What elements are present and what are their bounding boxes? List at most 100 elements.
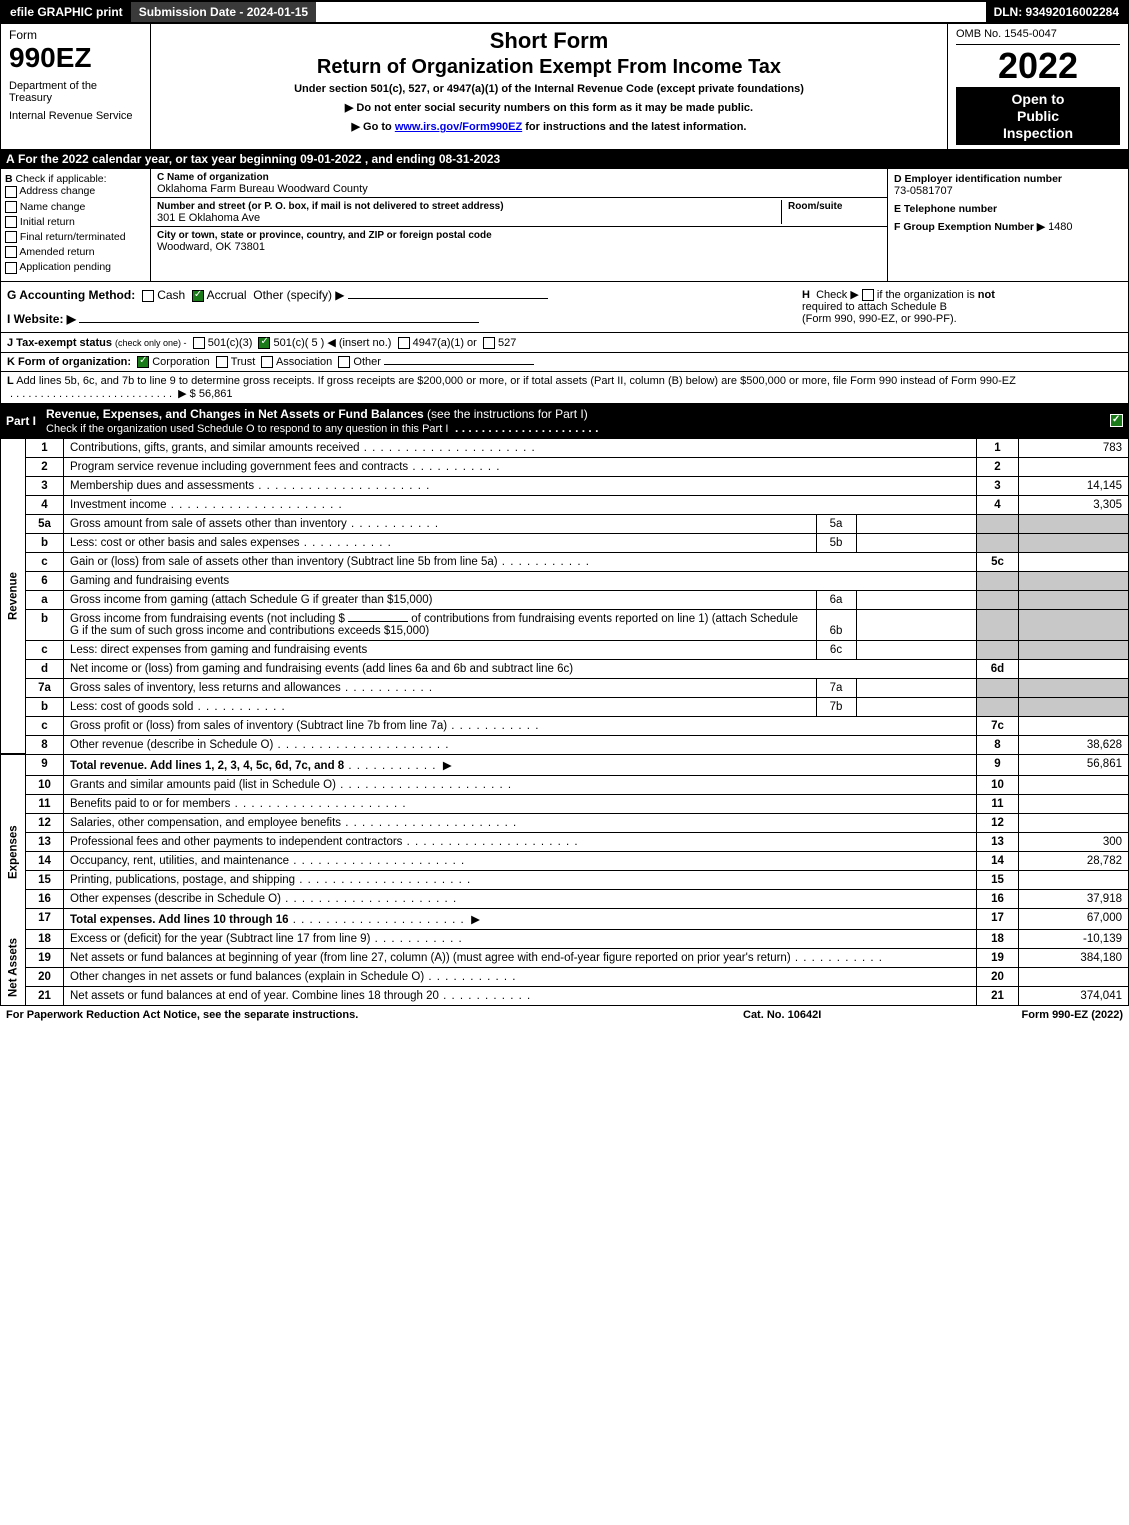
checkbox-icon[interactable] [216, 356, 228, 368]
header-center: Short Form Return of Organization Exempt… [151, 24, 948, 149]
col-b-label: B Check if applicable: [5, 173, 146, 185]
table-row: 8 Other revenue (describe in Schedule O)… [1, 735, 1129, 754]
sub-amt [856, 679, 976, 697]
line-ref: 18 [977, 929, 1019, 948]
line-amount: 783 [1019, 438, 1129, 457]
k-other: Other [353, 356, 381, 368]
spacer [316, 2, 985, 22]
desc-text: Benefits paid to or for members [70, 798, 230, 810]
line-num: 19 [26, 948, 64, 967]
dots [193, 701, 285, 713]
header-left: Form 990EZ Department of the Treasury In… [1, 24, 151, 149]
checkbox-icon[interactable] [483, 337, 495, 349]
table-row: Net Assets 18 Excess or (deficit) for th… [1, 929, 1129, 948]
instr2-prefix: ▶ Go to [352, 121, 395, 133]
part1-checkbox[interactable] [1110, 414, 1123, 427]
row-a-prefix: A [6, 152, 15, 166]
table-row: 6 Gaming and fundraising events [1, 571, 1129, 590]
line-amount: 38,628 [1019, 735, 1129, 754]
line-desc: Membership dues and assessments [64, 476, 977, 495]
line-num: 6 [26, 571, 64, 590]
line-ref: 10 [977, 775, 1019, 794]
revenue-section-label: Revenue [1, 438, 26, 754]
dots [408, 461, 500, 473]
chk-application-pending[interactable]: Application pending [5, 261, 146, 273]
chk-address-change[interactable]: Address change [5, 185, 146, 197]
checkbox-icon[interactable] [261, 356, 273, 368]
line-num: 16 [26, 889, 64, 908]
chk-final-return[interactable]: Final return/terminated [5, 231, 146, 243]
table-row: b Less: cost of goods sold 7b [1, 697, 1129, 716]
line-num: c [26, 716, 64, 735]
checkbox-icon[interactable] [142, 290, 154, 302]
checkbox-icon[interactable] [862, 289, 874, 301]
j-opt1: 501(c)(3) [208, 337, 253, 349]
table-row: c Gain or (loss) from sale of assets oth… [1, 552, 1129, 571]
checkbox-icon[interactable] [398, 337, 410, 349]
accrual-label: Accrual [207, 288, 247, 302]
desc-text: Other expenses (describe in Schedule O) [70, 893, 281, 905]
tel-label: E Telephone number [894, 203, 997, 215]
line-desc: Gaming and fundraising events [64, 571, 977, 590]
line-amount [1019, 967, 1129, 986]
k-other-input[interactable] [384, 364, 534, 365]
sub-ref: 6a [816, 591, 856, 609]
h-check-arrow: Check ▶ [816, 289, 859, 301]
checkbox-icon[interactable] [338, 356, 350, 368]
desc-text: Occupancy, rent, utilities, and maintena… [70, 855, 289, 867]
irs-label: Internal Revenue Service [9, 110, 142, 122]
street-label: Number and street (or P. O. box, if mail… [157, 201, 504, 212]
checkbox-icon [5, 262, 17, 274]
line-amount-gray [1019, 571, 1129, 590]
city-label: City or town, state or province, country… [157, 230, 492, 241]
line-amount [1019, 813, 1129, 832]
chk-label: Name change [20, 201, 85, 213]
part1-num: Part I [6, 414, 46, 428]
group-label: F Group Exemption Number ▶ [894, 221, 1045, 233]
table-row: 3 Membership dues and assessments 3 14,1… [1, 476, 1129, 495]
row-gh: G Accounting Method: Cash Accrual Other … [0, 282, 1129, 333]
other-input[interactable] [348, 298, 548, 299]
l-amount: 56,861 [199, 388, 233, 400]
j-opt4: 527 [498, 337, 516, 349]
line-ref-gray [977, 697, 1019, 716]
checkbox-icon[interactable] [258, 337, 270, 349]
line-num: 5a [26, 514, 64, 533]
desc-text: Gross income from gaming (attach Schedul… [70, 594, 432, 606]
sub-ref: 5a [816, 515, 856, 533]
l-label: L [7, 375, 14, 387]
line-num: 2 [26, 457, 64, 476]
website-input[interactable] [79, 322, 479, 323]
line-ref-gray [977, 678, 1019, 697]
table-row: 11 Benefits paid to or for members 11 [1, 794, 1129, 813]
dots [424, 971, 516, 983]
line-num: 10 [26, 775, 64, 794]
checkbox-icon[interactable] [193, 337, 205, 349]
chk-amended-return[interactable]: Amended return [5, 246, 146, 258]
contrib-input[interactable] [348, 621, 408, 622]
submission-date: Submission Date - 2024-01-15 [131, 2, 316, 22]
part1-table: Revenue 1 Contributions, gifts, grants, … [0, 438, 1129, 1006]
expenses-section-label: Expenses [1, 775, 26, 929]
chk-initial-return[interactable]: Initial return [5, 216, 146, 228]
line-desc: Excess or (deficit) for the year (Subtra… [64, 929, 977, 948]
line-amount [1019, 457, 1129, 476]
line-amount: 67,000 [1019, 908, 1129, 929]
table-row: c Less: direct expenses from gaming and … [1, 640, 1129, 659]
checkbox-icon [5, 246, 17, 258]
line-num: 15 [26, 870, 64, 889]
efile-label[interactable]: efile GRAPHIC print [2, 2, 131, 22]
checkbox-icon[interactable] [137, 356, 149, 368]
table-row: Revenue 1 Contributions, gifts, grants, … [1, 438, 1129, 457]
line-desc: Less: cost or other basis and sales expe… [64, 533, 977, 552]
line-amount-gray [1019, 590, 1129, 609]
line-amount: 14,145 [1019, 476, 1129, 495]
checkbox-icon[interactable] [192, 290, 204, 302]
instr2-suffix: for instructions and the latest informat… [522, 121, 746, 133]
line-desc: Net assets or fund balances at beginning… [64, 948, 977, 967]
line-ref-gray [977, 514, 1019, 533]
omb-number: OMB No. 1545-0047 [956, 28, 1120, 45]
chk-name-change[interactable]: Name change [5, 201, 146, 213]
irs-link[interactable]: www.irs.gov/Form990EZ [395, 121, 522, 133]
table-row: 7a Gross sales of inventory, less return… [1, 678, 1129, 697]
